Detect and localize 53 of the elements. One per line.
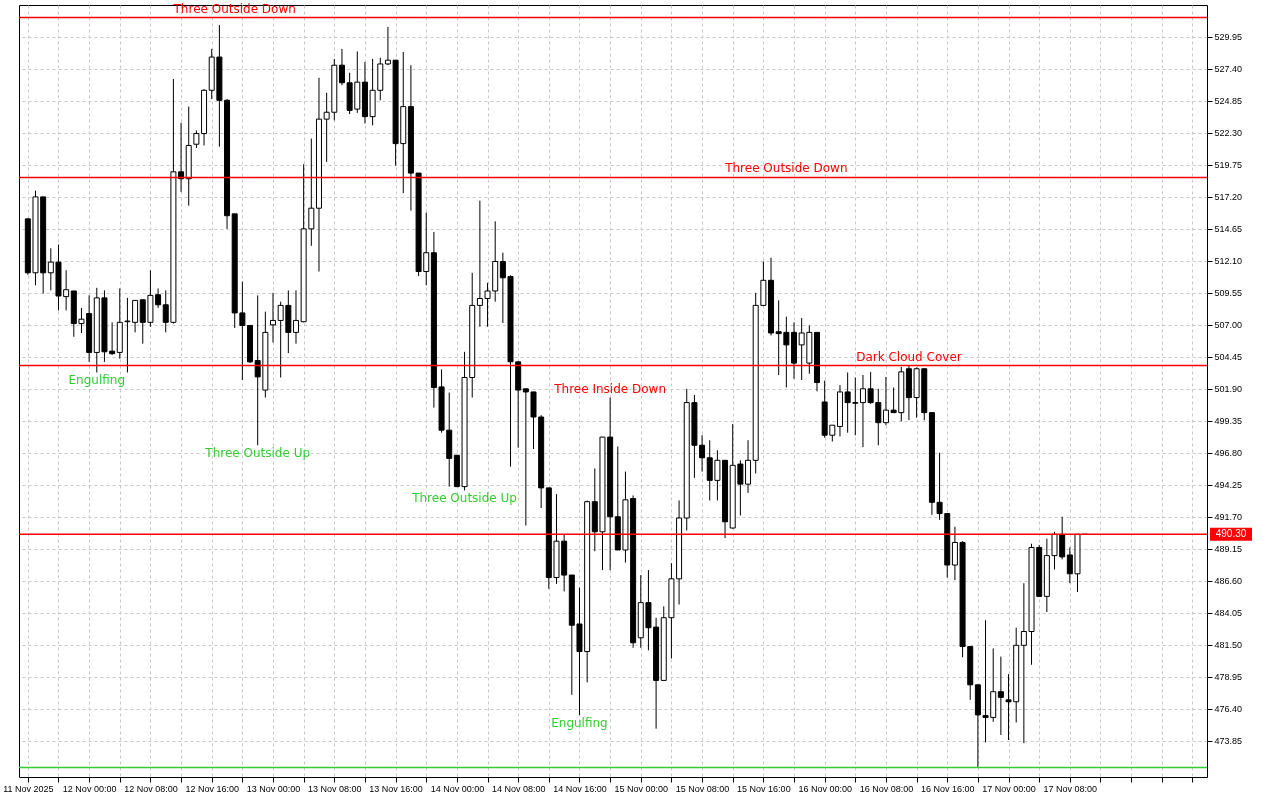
candlestick [997, 656, 1004, 736]
y-tick-label: 501.90 [1214, 384, 1243, 395]
y-tick-label: 481.50 [1214, 640, 1243, 651]
y-tick-label: 527.40 [1214, 64, 1243, 75]
x-tick-label: 15 Nov 00:00 [614, 783, 669, 794]
y-tick-label: 504.45 [1214, 352, 1243, 363]
x-tick-label: 15 Nov 08:00 [675, 783, 730, 794]
x-tick-label: 16 Nov 00:00 [798, 783, 852, 794]
annotation: Engulfing [551, 715, 608, 730]
annotation: Dark Cloud Cover [856, 349, 962, 364]
candlestick [292, 289, 299, 345]
y-tick-label: 522.30 [1214, 128, 1243, 139]
x-tick-label: 12 Nov 08:00 [124, 783, 178, 794]
annotation: Three Outside Up [411, 491, 517, 506]
y-tick-label: 494.25 [1214, 480, 1243, 491]
y-tick-label: 476.40 [1214, 704, 1243, 715]
y-tick-label: 529.95 [1214, 32, 1243, 43]
x-tick-label: 14 Nov 16:00 [553, 783, 607, 794]
annotation: Engulfing [68, 373, 126, 388]
ref-line-label: 490.30 [1215, 528, 1247, 540]
y-tick-label: 524.85 [1214, 96, 1243, 107]
y-tick-label: 486.60 [1214, 576, 1243, 587]
y-tick-label: 517.20 [1214, 192, 1243, 203]
x-tick-label: 13 Nov 00:00 [246, 783, 301, 794]
y-tick-label: 491.70 [1214, 512, 1243, 523]
annotation: Three Outside Up [204, 446, 311, 461]
x-tick-label: 14 Nov 08:00 [491, 783, 546, 794]
y-tick-label: 496.80 [1214, 448, 1243, 459]
x-tick-label: 14 Nov 00:00 [430, 783, 485, 794]
x-tick-label: 15 Nov 16:00 [737, 783, 791, 794]
y-tick-label: 507.00 [1214, 320, 1243, 331]
annotation: Three Outside Down [724, 161, 848, 176]
candlestick [270, 292, 277, 343]
x-tick-label: 12 Nov 16:00 [185, 783, 239, 794]
x-tick-label: 16 Nov 16:00 [920, 783, 975, 794]
y-tick-label: 514.65 [1214, 224, 1243, 235]
y-tick-label: 512.10 [1214, 256, 1243, 267]
annotation: Three Inside Down [553, 381, 666, 396]
x-tick-label: 13 Nov 16:00 [369, 783, 423, 794]
x-tick-label: 17 Nov 08:00 [1043, 783, 1098, 794]
x-tick-label: 11 Nov 2025 [3, 783, 54, 794]
y-tick-label: 499.35 [1214, 416, 1243, 427]
y-tick-label: 489.15 [1214, 544, 1243, 555]
x-tick-label: 17 Nov 00:00 [982, 783, 1036, 794]
y-tick-label: 478.95 [1214, 672, 1243, 683]
x-tick-label: 16 Nov 08:00 [859, 783, 914, 794]
annotation: Three Outside Down [172, 1, 296, 16]
y-tick-label: 484.05 [1214, 608, 1243, 619]
x-tick-label: 13 Nov 08:00 [308, 783, 362, 794]
y-tick-label: 519.75 [1214, 160, 1243, 171]
x-tick-label: 12 Nov 00:00 [62, 783, 117, 794]
y-tick-label: 509.55 [1214, 288, 1243, 299]
y-tick-label: 473.85 [1214, 736, 1243, 747]
